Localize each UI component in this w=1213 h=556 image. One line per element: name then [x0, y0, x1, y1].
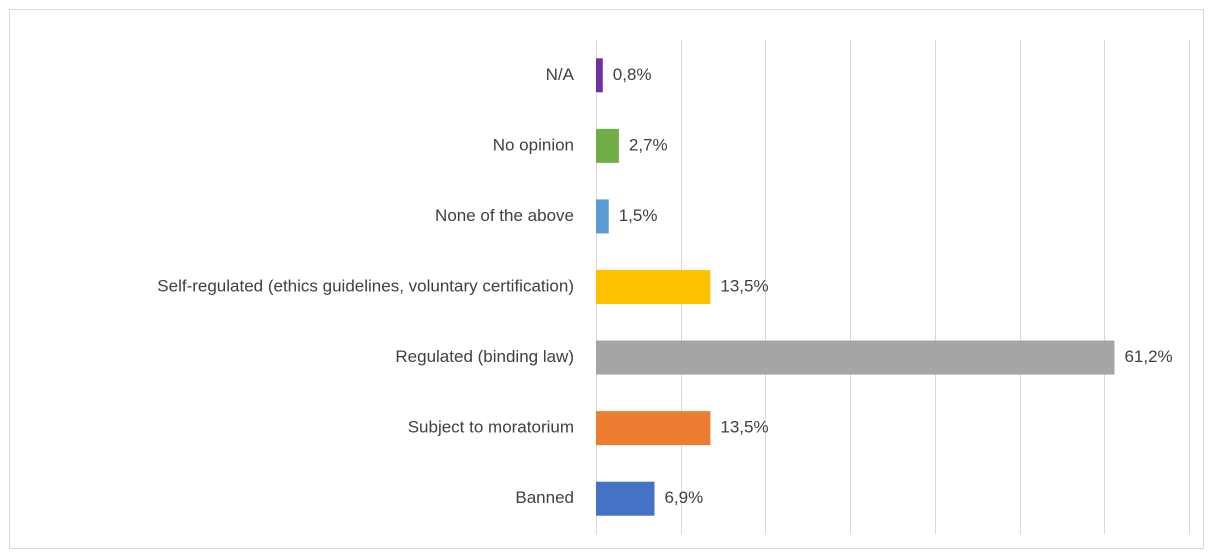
value-label: 13,5%	[720, 418, 768, 437]
y-tick-label: No opinion	[493, 135, 574, 154]
y-tick-label: Regulated (binding law)	[395, 347, 574, 366]
bar	[596, 340, 1115, 375]
y-tick-label: Subject to moratorium	[408, 418, 574, 437]
value-label: 2,7%	[629, 135, 668, 154]
value-label: 61,2%	[1124, 347, 1172, 366]
y-tick-label: Banned	[515, 488, 574, 507]
value-label: 13,5%	[720, 276, 768, 295]
y-tick-label: N/A	[546, 65, 575, 84]
bar	[596, 411, 711, 446]
bar	[596, 481, 655, 516]
bar	[596, 199, 609, 234]
bar	[596, 128, 619, 163]
value-label: 6,9%	[664, 488, 703, 507]
bar	[596, 58, 603, 93]
value-label: 1,5%	[619, 206, 658, 225]
bar	[596, 270, 711, 304]
y-tick-label: Self-regulated (ethics guidelines, volun…	[157, 276, 574, 295]
y-tick-label: None of the above	[435, 206, 574, 225]
value-label: 0,8%	[613, 65, 652, 84]
